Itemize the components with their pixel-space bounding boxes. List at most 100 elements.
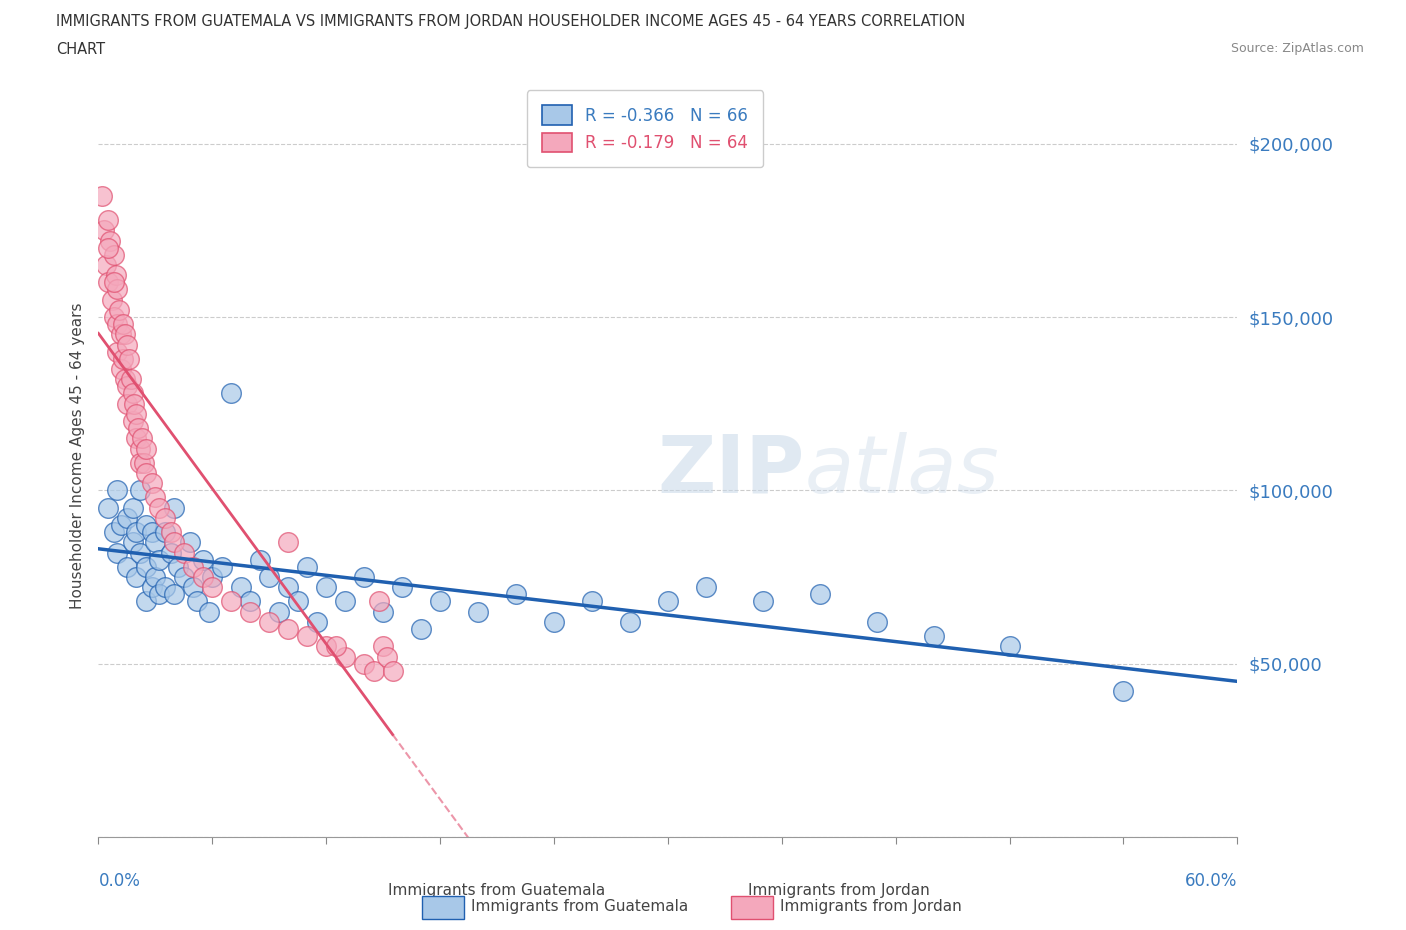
Point [110,362,132,377]
Text: Source: ZipAtlas.com: Source: ZipAtlas.com [1230,42,1364,55]
Point [325,639,347,654]
Point [148,500,170,515]
Point [866,615,889,630]
Point [118,352,141,366]
Point [381,663,404,678]
Point [107,483,129,498]
Point [191,569,214,584]
Point [315,580,337,595]
Point [103,247,125,262]
Point [108,302,131,317]
Point [305,615,328,630]
Point [429,594,451,609]
Point [145,535,167,550]
Point [287,594,309,609]
Point [135,518,157,533]
Text: Immigrants from Guatemala: Immigrants from Guatemala [471,899,689,914]
Point [120,372,142,387]
Point [135,594,157,609]
Point [127,420,149,435]
Text: Immigrants from Guatemala: Immigrants from Guatemala [388,883,606,897]
Point [103,310,125,325]
Point [211,559,233,574]
Point [297,629,319,644]
Point [543,615,565,630]
Point [129,455,152,470]
Point [183,580,205,595]
Point [115,338,138,352]
Point [153,511,176,525]
Point [145,569,167,584]
Point [467,604,489,619]
Point [121,535,143,550]
Point [107,282,129,297]
Point [121,500,143,515]
Point [221,594,243,609]
Point [163,535,186,550]
Point [277,621,299,636]
Point [121,414,143,429]
Point [107,545,129,560]
Point [159,545,181,560]
Point [267,604,290,619]
Point [277,580,299,595]
Point [581,594,603,609]
Point [179,535,201,550]
Point [619,615,641,630]
Text: 0.0%: 0.0% [98,871,141,890]
Point [163,500,186,515]
Point [239,594,262,609]
Point [115,559,138,574]
Point [167,559,190,574]
Point [371,639,394,654]
Point [183,559,205,574]
Point [335,594,357,609]
Point [657,594,679,609]
Point [277,535,299,550]
Point [239,604,262,619]
Text: atlas: atlas [804,432,1000,510]
Point [107,344,129,359]
Point [752,594,775,609]
Point [97,500,120,515]
Point [695,580,717,595]
Point [335,649,357,664]
Text: IMMIGRANTS FROM GUATEMALA VS IMMIGRANTS FROM JORDAN HOUSEHOLDER INCOME AGES 45 -: IMMIGRANTS FROM GUATEMALA VS IMMIGRANTS … [56,14,966,29]
Point [93,223,115,238]
Point [110,327,132,342]
Point [153,525,176,539]
Point [135,559,157,574]
Point [100,292,122,307]
Point [159,525,181,539]
Point [148,587,170,602]
Point [315,639,337,654]
Point [249,552,271,567]
Point [191,552,214,567]
Point [124,396,146,411]
Point [97,275,120,290]
Point [129,483,152,498]
Legend: R = -0.366   N = 66, R = -0.179   N = 64: R = -0.366 N = 66, R = -0.179 N = 64 [527,90,763,167]
Point [1112,684,1135,698]
Point [135,442,157,457]
Point [375,649,398,664]
Point [121,386,143,401]
Point [363,663,385,678]
Point [94,258,117,272]
Point [97,240,120,255]
Point [115,511,138,525]
Point [141,525,163,539]
Point [135,466,157,481]
Point [201,569,224,584]
Point [107,316,129,331]
Point [259,615,281,630]
Point [148,552,170,567]
Point [145,490,167,505]
Text: ZIP: ZIP [657,432,804,510]
Point [353,569,375,584]
Point [104,268,127,283]
Point [125,569,148,584]
Point [103,275,125,290]
Point [125,431,148,445]
Point [125,406,148,421]
